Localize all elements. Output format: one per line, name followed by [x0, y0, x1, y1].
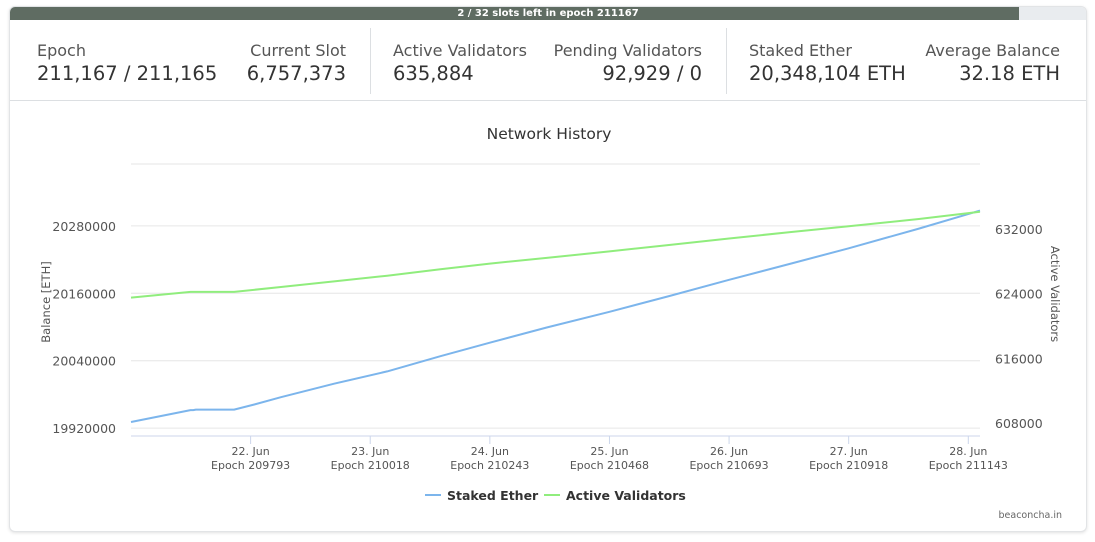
series-line-staked-ether[interactable] — [130, 209, 981, 423]
stat-average-balance: Average Balance 32.18 ETH — [925, 41, 1060, 85]
right-axis-ticks: 608000 616000 624000 632000 — [995, 222, 1043, 431]
stat-epoch-label: Epoch — [37, 41, 86, 60]
stat-staked-ether-label: Staked Ether — [749, 41, 852, 60]
legend-item-active-validators[interactable]: Active Validators — [544, 488, 686, 503]
right-tick-label: 616000 — [995, 351, 1043, 366]
x-tick-date: 22. Jun — [232, 445, 270, 458]
stat-group-ether: Staked Ether 20,348,104 ETH Average Bala… — [726, 28, 1086, 94]
chart-gridlines — [131, 163, 980, 437]
legend-label: Staked Ether — [447, 488, 539, 503]
x-tick-date: 25. Jun — [590, 445, 628, 458]
stat-current-slot-value: 6,757,373 — [246, 62, 346, 85]
stat-group-epoch: Epoch 211,167 / 211,165 Current Slot 6,7… — [10, 28, 370, 94]
right-tick-label: 624000 — [995, 287, 1043, 302]
right-tick-label: 608000 — [995, 416, 1043, 431]
x-tick-date: 27. Jun — [830, 445, 868, 458]
network-history-chart-area: Network History 19920000 20040000 20160000… — [10, 102, 1086, 531]
chart-title: Network History — [487, 125, 612, 143]
stat-staked-ether-value: 20,348,104 ETH — [749, 62, 906, 85]
legend-item-staked-ether[interactable]: Staked Ether — [425, 488, 539, 503]
x-tick-date: 23. Jun — [351, 445, 389, 458]
epoch-progress-bar: 2 / 32 slots left in epoch 211167 — [10, 7, 1086, 20]
x-tick-date: 28. Jun — [949, 445, 987, 458]
x-tick-epoch: Epoch 210468 — [570, 459, 649, 472]
left-tick-label: 20280000 — [52, 219, 116, 234]
x-tick-epoch: Epoch 209793 — [211, 459, 290, 472]
epoch-progress-fill — [10, 7, 1019, 20]
left-tick-label: 20040000 — [52, 354, 116, 369]
stat-active-validators: Active Validators 635,884 — [393, 41, 527, 85]
left-axis-ticks: 19920000 20040000 20160000 20280000 — [52, 219, 116, 436]
stat-pending-validators-label: Pending Validators — [553, 41, 702, 60]
series-line-active-validators[interactable] — [130, 210, 981, 299]
stat-pending-validators-value: 92,929 / 0 — [602, 62, 702, 85]
x-tick-epoch: Epoch 210693 — [689, 459, 768, 472]
epoch-progress-label: 2 / 32 slots left in epoch 211167 — [457, 8, 639, 19]
stat-average-balance-label: Average Balance — [925, 41, 1060, 60]
stat-current-slot: Current Slot 6,757,373 — [247, 41, 346, 85]
stat-group-validators: Active Validators 635,884 Pending Valida… — [370, 28, 726, 94]
chart-credit[interactable]: beaconcha.in — [999, 510, 1063, 521]
stat-epoch: Epoch 211,167 / 211,165 — [37, 41, 217, 85]
x-tick-epoch: Epoch 210018 — [331, 459, 410, 472]
chart-series — [130, 209, 981, 423]
stat-pending-validators: Pending Validators 92,929 / 0 — [554, 41, 702, 85]
x-tick-epoch: Epoch 210243 — [450, 459, 529, 472]
right-axis-label: Active Validators — [1048, 246, 1062, 342]
left-axis-label: Balance [ETH] — [39, 261, 53, 342]
network-history-chart: Network History 19920000 20040000 20160000… — [39, 125, 1063, 521]
stat-staked-ether: Staked Ether 20,348,104 ETH — [749, 41, 906, 85]
network-overview-card: 2 / 32 slots left in epoch 211167 Epoch … — [9, 6, 1087, 532]
x-tick-date: 26. Jun — [710, 445, 748, 458]
x-tick-epoch: Epoch 210918 — [809, 459, 888, 472]
x-tick-date: 24. Jun — [471, 445, 509, 458]
chart-legend[interactable]: Staked Ether Active Validators — [425, 488, 686, 503]
stat-epoch-value: 211,167 / 211,165 — [37, 62, 218, 85]
right-tick-label: 632000 — [995, 222, 1043, 237]
stat-active-validators-label: Active Validators — [393, 41, 527, 60]
stat-current-slot-label: Current Slot — [250, 41, 346, 60]
stat-average-balance-value: 32.18 ETH — [959, 62, 1060, 85]
stats-row: Epoch 211,167 / 211,165 Current Slot 6,7… — [10, 20, 1086, 101]
left-tick-label: 19920000 — [52, 421, 116, 436]
left-tick-label: 20160000 — [52, 286, 116, 301]
legend-label: Active Validators — [566, 488, 686, 503]
stat-active-validators-value: 635,884 — [393, 62, 474, 85]
x-tick-epoch: Epoch 211143 — [929, 459, 1008, 472]
